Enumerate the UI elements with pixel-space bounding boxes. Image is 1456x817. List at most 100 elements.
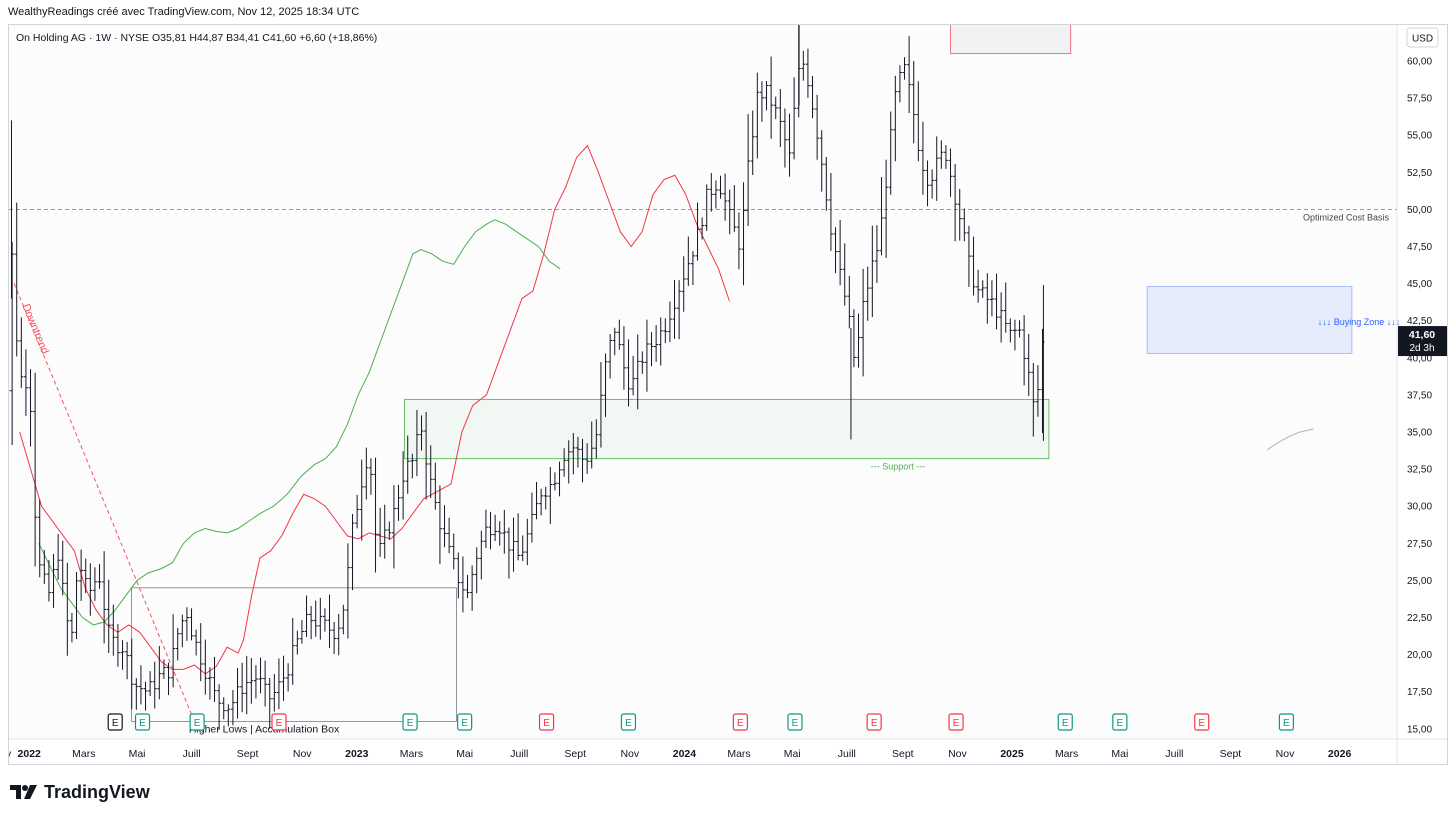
ohlc-bar[interactable] [1012, 319, 1017, 351]
ohlc-bar[interactable] [368, 458, 373, 495]
ohlc-bar[interactable] [759, 81, 764, 122]
ohlc-bar[interactable] [856, 313, 861, 368]
support-zone[interactable] [404, 398, 1050, 460]
ohlc-bar[interactable] [60, 540, 65, 596]
ohlc-bar[interactable] [143, 681, 148, 711]
ohlc-bar[interactable] [709, 173, 714, 212]
ohlc-bar[interactable] [506, 527, 511, 579]
ohlc-bar[interactable] [414, 409, 419, 477]
ohlc-bar[interactable] [447, 517, 452, 554]
ohlc-bar[interactable] [736, 212, 741, 270]
ohlc-bar[interactable] [171, 614, 176, 688]
ohlc-bar[interactable] [640, 351, 645, 374]
resistance-zone[interactable] [950, 25, 1072, 54]
ohlc-bar[interactable] [138, 665, 143, 705]
ohlc-bar[interactable] [539, 488, 544, 516]
ohlc-bar[interactable] [456, 552, 461, 599]
ohlc-bar[interactable] [125, 641, 130, 680]
ohlc-bar[interactable] [272, 673, 277, 712]
ohlc-bar[interactable] [221, 697, 226, 720]
ohlc-bar[interactable] [723, 173, 728, 221]
ohlc-bar[interactable] [631, 355, 636, 396]
ohlc-bar[interactable] [815, 94, 820, 160]
ohlc-bar[interactable] [253, 665, 258, 699]
ohlc-bar[interactable] [203, 639, 208, 695]
ohlc-bar[interactable] [267, 677, 272, 729]
earnings-marker-green[interactable]: E [1112, 713, 1128, 731]
ohlc-bar[interactable] [157, 645, 162, 700]
ohlc-bar[interactable] [198, 623, 203, 682]
ohlc-bar[interactable] [598, 362, 603, 448]
earnings-marker-green[interactable]: E [402, 713, 418, 731]
ohlc-bar[interactable] [985, 273, 990, 324]
ohlc-bar[interactable] [907, 36, 912, 114]
ohlc-bar[interactable] [92, 567, 97, 601]
ohlc-bar[interactable] [575, 436, 580, 468]
ohlc-bar[interactable] [217, 684, 222, 730]
ohlc-bar[interactable] [235, 667, 240, 719]
ohlc-bar[interactable] [322, 608, 327, 632]
ohlc-bar[interactable] [1017, 320, 1022, 338]
ohlc-bar[interactable] [240, 662, 245, 713]
ohlc-bar[interactable] [166, 662, 171, 696]
ohlc-bar[interactable] [690, 251, 695, 285]
ohlc-bar[interactable] [474, 547, 479, 594]
ohlc-bar[interactable] [649, 332, 654, 367]
ohlc-bar[interactable] [28, 369, 33, 447]
ohlc-bar[interactable] [511, 517, 516, 572]
ohlc-bar[interactable] [364, 447, 369, 500]
ohlc-bar[interactable] [276, 658, 281, 710]
ohlc-bar[interactable] [83, 558, 88, 594]
ohlc-bar[interactable] [566, 440, 571, 484]
plot-area[interactable] [9, 25, 1397, 739]
ohlc-bar[interactable] [336, 614, 341, 656]
ohlc-bar[interactable] [585, 443, 590, 474]
ohlc-bar[interactable] [493, 514, 498, 542]
ohlc-bar[interactable] [663, 318, 668, 344]
ohlc-bar[interactable] [115, 624, 120, 667]
ohlc-bar[interactable] [548, 466, 553, 524]
ohlc-bar[interactable] [207, 667, 212, 700]
ohlc-bar[interactable] [74, 572, 79, 640]
ohlc-bar[interactable] [23, 349, 28, 416]
ohlc-bar[interactable] [69, 612, 74, 643]
ohlc-bar[interactable] [410, 453, 415, 479]
ohlc-bar[interactable] [700, 217, 705, 240]
ohlc-bar[interactable] [543, 486, 548, 510]
ohlc-bar[interactable] [152, 661, 157, 709]
ohlc-bar[interactable] [603, 353, 608, 417]
earnings-marker-red[interactable]: E [866, 713, 882, 731]
ohlc-bar[interactable] [635, 334, 640, 410]
earnings-marker-red[interactable]: E [271, 713, 287, 731]
ohlc-bar[interactable] [345, 543, 350, 639]
ohlc-bar[interactable] [97, 564, 102, 589]
ohlc-bar[interactable] [497, 521, 502, 546]
ohlc-bar[interactable] [851, 309, 856, 368]
earnings-marker-red[interactable]: E [732, 713, 748, 731]
ohlc-bar[interactable] [782, 108, 787, 168]
ohlc-bar[interactable] [621, 326, 626, 390]
ohlc-bar[interactable] [810, 75, 815, 119]
ohlc-bar[interactable] [355, 494, 360, 529]
ohlc-bar[interactable] [534, 481, 539, 520]
ohlc-bar[interactable] [672, 279, 677, 339]
ohlc-bar[interactable] [175, 627, 180, 661]
ohlc-bar[interactable] [42, 550, 47, 584]
earnings-marker-red[interactable]: E [1194, 713, 1210, 731]
ohlc-bar[interactable] [470, 565, 475, 611]
ohlc-bar[interactable] [677, 280, 682, 340]
ohlc-bar[interactable] [258, 657, 263, 694]
time-axis[interactable]: Nov 2022 Mars Mai Juill Sept Nov 2023 Mars Mai Jui… [9, 748, 1351, 760]
ohlc-bar[interactable] [805, 48, 810, 98]
ohlc-bar[interactable] [842, 243, 847, 306]
ohlc-bar[interactable] [161, 659, 166, 679]
ohlc-bar[interactable] [939, 140, 944, 169]
ohlc-bar[interactable] [1031, 363, 1036, 437]
ohlc-bar[interactable] [180, 614, 185, 648]
ohlc-bar[interactable] [341, 604, 346, 635]
ohlc-bar[interactable] [10, 241, 15, 445]
ohlc-bar[interactable] [695, 202, 700, 261]
ohlc-bar[interactable] [934, 136, 939, 201]
ohlc-bar[interactable] [681, 256, 686, 312]
ohlc-bar[interactable] [299, 620, 304, 644]
